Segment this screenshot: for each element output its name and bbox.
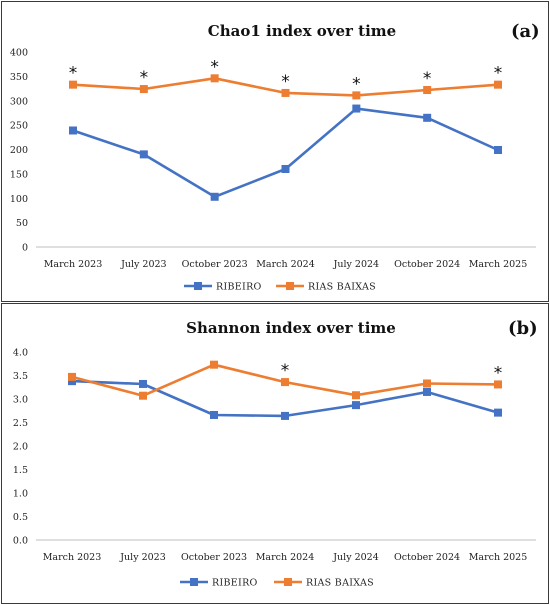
y-tick-label: 50 [16, 218, 28, 229]
y-tick-label: 250 [10, 121, 28, 132]
x-tick-label: October 2024 [394, 259, 460, 270]
significance-asterisk: * [69, 64, 78, 84]
data-point [139, 150, 148, 159]
data-point [423, 113, 432, 122]
significance-asterisk: * [140, 68, 149, 88]
chao1-chart: Chao1 index over time (a) 0 50 100 150 200 25… [10, 21, 540, 293]
shannon-chart: Shannon index over time (b) 0.0 0.5 1.0 1.5… [13, 318, 538, 589]
data-point [352, 401, 360, 410]
panel-label: (a) [511, 21, 540, 42]
data-point [139, 379, 147, 388]
chart-title: Shannon index over time [186, 319, 396, 337]
x-tick-label: July 2023 [119, 552, 166, 563]
y-tick-label: 0.0 [13, 536, 28, 547]
x-tick-label: October 2023 [182, 259, 248, 270]
y-tick-label: 400 [10, 48, 28, 59]
shannon-chart-panel: Shannon index over time (b) 0.0 0.5 1.0 1.5… [1, 303, 549, 604]
significance-asterisk: * [423, 69, 432, 89]
data-point [210, 360, 218, 369]
y-tick-label: 100 [10, 194, 28, 205]
y-tick-label: 1.5 [13, 465, 28, 476]
data-point [494, 380, 502, 389]
y-tick-label: 2.5 [13, 418, 28, 429]
legend-swatch-marker [284, 578, 292, 586]
legend-label: RIAS BAIXAS [306, 578, 374, 589]
x-tick-label: March 2025 [469, 552, 528, 563]
data-point [281, 411, 289, 420]
data-point [352, 104, 361, 113]
x-tick-label: July 2023 [120, 259, 167, 270]
y-tick-label: 4.0 [13, 348, 28, 359]
legend-swatch-marker [190, 578, 198, 586]
data-point [494, 408, 502, 417]
x-tick-label: July 2024 [332, 552, 379, 563]
data-point [423, 387, 431, 396]
significance-asterisk: * [281, 361, 290, 381]
data-point [69, 80, 77, 89]
data-point [423, 86, 432, 95]
x-tick-label: March 2023 [44, 259, 103, 270]
data-point [69, 126, 77, 135]
y-tick-label: 150 [10, 169, 28, 180]
chao1-chart-panel: Chao1 index over time (a) 0 50 100 150 200 25… [1, 1, 549, 302]
data-point [352, 391, 360, 400]
data-point [494, 145, 502, 154]
significance-asterisk: * [281, 72, 290, 92]
y-tick-label: 200 [10, 145, 28, 156]
data-point [210, 74, 219, 83]
x-tick-label: March 2024 [256, 259, 315, 270]
x-tick-label: March 2023 [43, 552, 102, 563]
x-tick-label: March 2025 [469, 259, 528, 270]
y-tick-label: 3.0 [13, 395, 28, 406]
y-tick-label: 350 [10, 72, 28, 83]
y-tick-label: 300 [10, 96, 28, 107]
x-tick-label: March 2024 [256, 552, 315, 563]
x-tick-label: October 2023 [181, 552, 247, 563]
series-line-ribeiro [71, 379, 499, 418]
data-point [281, 165, 290, 173]
data-point [210, 192, 219, 201]
series-line-ribeiro [72, 107, 499, 199]
data-point [281, 378, 289, 387]
legend-swatch-marker [286, 282, 294, 290]
chart-title: Chao1 index over time [208, 22, 396, 40]
significance-asterisk: * [494, 363, 503, 383]
y-tick-label: 1.0 [13, 489, 28, 500]
data-point [68, 372, 76, 381]
data-point [494, 80, 502, 89]
x-tick-label: July 2024 [333, 259, 380, 270]
x-tick-label: October 2024 [394, 552, 460, 563]
data-point [68, 377, 76, 386]
data-point [352, 91, 361, 100]
legend-label: RIBEIRO [216, 282, 262, 293]
y-tick-label: 0 [22, 243, 28, 254]
significance-asterisk: * [210, 57, 219, 77]
data-point [281, 88, 290, 97]
data-point [139, 85, 148, 94]
legend-swatch-marker [194, 282, 202, 290]
data-point [210, 410, 218, 419]
legend-label: RIBEIRO [212, 578, 258, 589]
y-tick-label: 0.5 [13, 512, 28, 523]
legend-label: RIAS BAIXAS [308, 282, 376, 293]
significance-asterisk: * [352, 74, 361, 94]
y-tick-label: 2.0 [13, 442, 28, 453]
y-tick-label: 3.5 [13, 371, 28, 382]
data-point [139, 391, 147, 400]
data-point [423, 379, 431, 388]
significance-asterisk: * [494, 64, 503, 84]
panel-label: (b) [508, 318, 538, 339]
